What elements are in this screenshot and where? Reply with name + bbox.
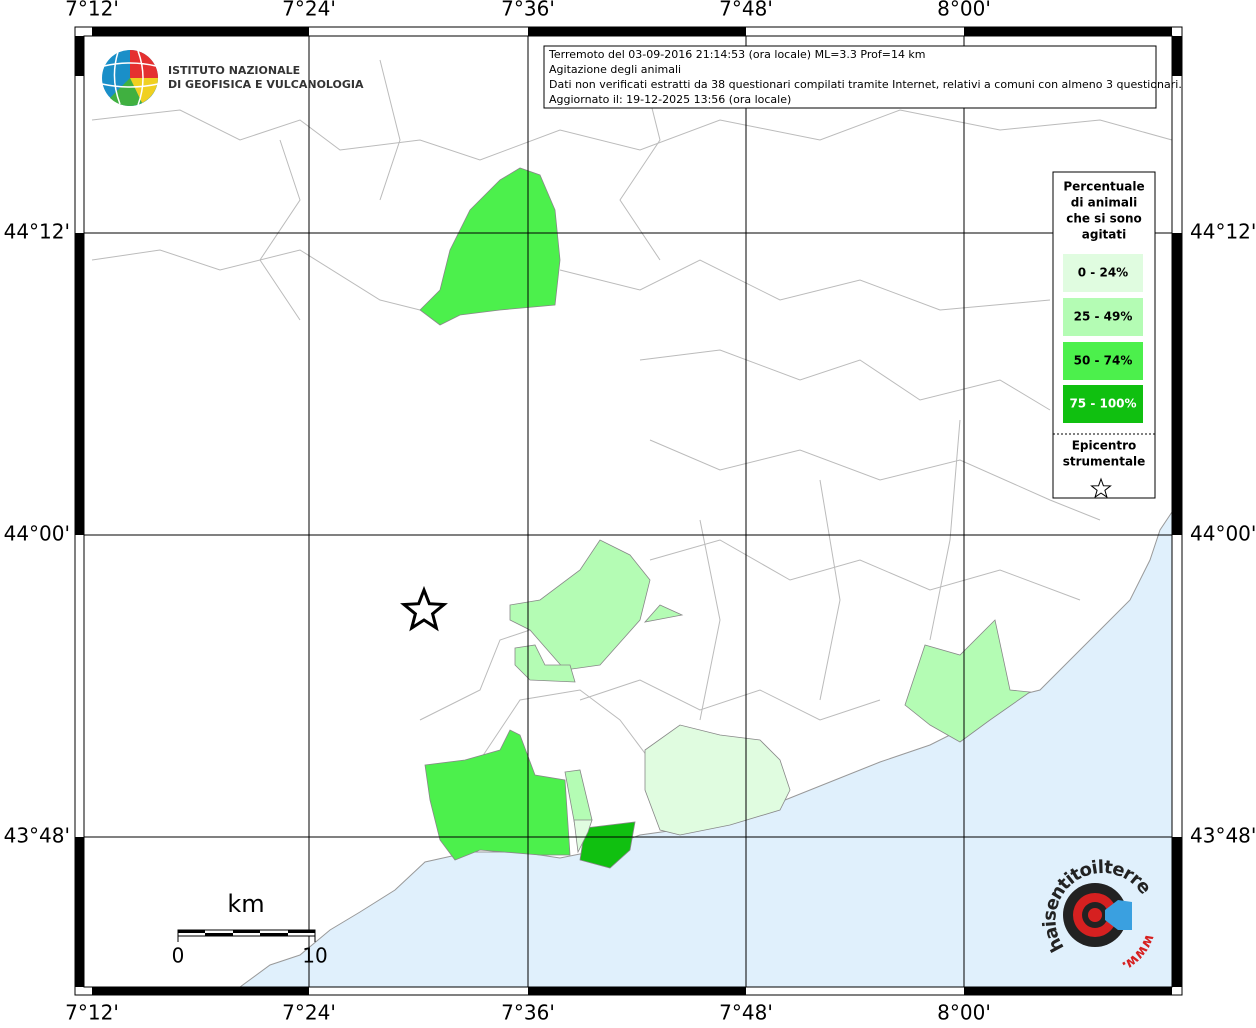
lon-label: 7°24' (282, 1001, 336, 1025)
legend-label: 75 - 100% (1069, 397, 1136, 411)
municipality (419, 167, 561, 326)
legend-epicenter: Epicentro (1072, 439, 1137, 453)
scale-label: 0 (172, 944, 185, 968)
lat-label: 43°48' (4, 824, 70, 848)
lat-label: 44°00' (1190, 522, 1256, 546)
lon-label: 7°36' (501, 1001, 555, 1025)
ingv-logo: ISTITUTO NAZIONALE DI GEOFISICA E VULCAN… (101, 50, 364, 106)
legend-title: di animali (1071, 196, 1137, 210)
ingv-text: DI GEOFISICA E VULCANOLOGIA (168, 78, 364, 91)
info-line: Aggiornato il: 19-12-2025 13:56 (ora loc… (549, 93, 791, 106)
legend-label: 25 - 49% (1074, 310, 1133, 324)
lon-label: 7°48' (719, 1001, 773, 1025)
municipality (579, 821, 636, 869)
info-line: Dati non verificati estratti da 38 quest… (549, 78, 1182, 91)
municipal-borders (91, 59, 1173, 761)
legend-epicenter: strumentale (1063, 455, 1146, 469)
legend-swatch (1063, 254, 1143, 292)
municipality (573, 819, 593, 854)
info-line: Terremoto del 03-09-2016 21:14:53 (ora l… (548, 48, 926, 61)
lon-label: 7°36' (501, 0, 555, 21)
municipality (643, 604, 684, 623)
legend-label: 50 - 74% (1074, 354, 1133, 368)
lat-label: 43°48' (1190, 824, 1256, 848)
legend: Percentuale di animali che si sono agita… (1052, 171, 1156, 499)
scale-unit: km (227, 890, 264, 918)
lat-label: 44°00' (4, 522, 70, 546)
ingv-text: ISTITUTO NAZIONALE (168, 64, 300, 77)
municipality (514, 644, 576, 683)
municipality (424, 729, 571, 861)
lon-label: 8°00' (937, 0, 991, 21)
legend-label: 0 - 24% (1078, 266, 1128, 280)
municipalities (419, 167, 1032, 869)
municipality (904, 619, 1032, 743)
legend-swatch (1063, 385, 1143, 423)
legend-swatch (1063, 342, 1143, 380)
legend-title: agitati (1082, 228, 1126, 242)
scale-bar: km 0 10 (172, 890, 328, 968)
info-box: Terremoto del 03-09-2016 21:14:53 (ora l… (543, 45, 1182, 109)
lat-label: 44°12' (4, 220, 70, 244)
municipality (644, 724, 791, 836)
frame (74, 26, 1183, 996)
legend-star (1090, 477, 1112, 499)
axis-labels: 7°12' 7°24' 7°36' 7°48' 8°00' 7°12' 7°24… (4, 0, 1256, 1025)
lon-label: 7°48' (719, 0, 773, 21)
scale-label: 10 (302, 944, 327, 968)
lon-label: 7°24' (282, 0, 336, 21)
lon-label: 8°00' (937, 1001, 991, 1025)
lon-label: 7°12' (65, 1001, 119, 1025)
epicenter-star (400, 585, 448, 632)
lon-label: 7°12' (65, 0, 119, 21)
info-line: Agitazione degli animali (549, 63, 681, 76)
legend-title: Percentuale (1063, 180, 1144, 194)
graticule (84, 36, 1172, 987)
legend-swatch (1063, 298, 1143, 336)
municipality (509, 539, 651, 671)
legend-title: che si sono (1066, 212, 1142, 226)
municipality (564, 769, 593, 827)
lat-label: 44°12' (1190, 220, 1256, 244)
